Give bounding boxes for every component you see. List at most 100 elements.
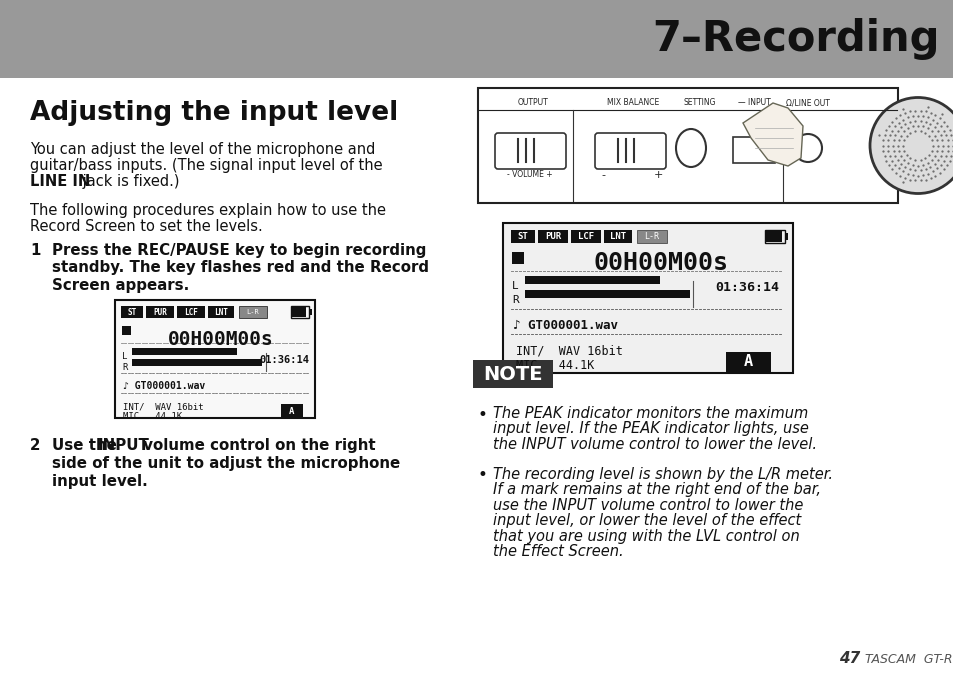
Bar [473,360,553,388]
Text: LINE IN: LINE IN [30,174,91,189]
Text: NOTE: NOTE [483,364,542,383]
Text: 00H00M00s: 00H00M00s [168,331,274,349]
Text: 1: 1 [30,243,40,258]
Bar [177,307,205,318]
Text: SETTING: SETTING [683,98,716,107]
Bar [208,307,233,318]
Text: A: A [289,407,294,416]
Bar [502,223,792,373]
Text: L: L [512,281,518,291]
Text: volume control on the right: volume control on the right [138,438,375,453]
Bar [764,230,784,243]
Text: LCF: LCF [184,308,197,317]
Text: +: + [653,170,662,180]
Text: standby. The key flashes red and the Record: standby. The key flashes red and the Rec… [52,261,429,275]
Text: Adjusting the input level: Adjusting the input level [30,100,397,126]
Bar [512,252,523,264]
Text: 00H00M00s: 00H00M00s [593,251,728,275]
Bar [309,309,312,316]
Bar [603,230,631,243]
Text: ♪ GT000001.wav: ♪ GT000001.wav [513,319,618,332]
Text: — INPUT: — INPUT [738,98,770,107]
Bar [765,231,781,242]
Text: jack is fixed.): jack is fixed.) [78,174,179,189]
Text: L: L [122,353,128,362]
Text: 01:36:14: 01:36:14 [714,281,779,294]
Polygon shape [742,103,802,166]
Text: The recording level is shown by the L/R meter.: The recording level is shown by the L/R … [493,466,832,482]
Text: 2: 2 [30,438,40,453]
Text: the Effect Screen.: the Effect Screen. [493,544,623,559]
Bar [291,307,309,318]
FancyBboxPatch shape [595,133,665,169]
Text: ♪ GT000001.wav: ♪ GT000001.wav [123,381,205,392]
Text: that you are using with the LVL control on: that you are using with the LVL control … [493,528,799,543]
Text: MIX BALANCE: MIX BALANCE [606,98,659,107]
Text: •: • [477,466,487,484]
Bar [239,307,267,318]
Text: input level. If the PEAK indicator lights, use: input level. If the PEAK indicator light… [493,421,808,436]
Text: input level.: input level. [52,473,148,488]
Text: The following procedures explain how to use the: The following procedures explain how to … [30,203,386,217]
Text: TASCAM  GT-R1: TASCAM GT-R1 [864,653,953,666]
Circle shape [869,97,953,193]
Text: MIC   44.1K: MIC 44.1K [516,359,594,372]
Text: input level, or lower the level of the effect: input level, or lower the level of the e… [493,513,801,528]
Text: Screen appears.: Screen appears. [52,278,189,293]
Bar [121,307,143,318]
Circle shape [793,134,821,162]
Bar [122,327,131,335]
Bar [0,0,953,78]
Text: Press the REC/PAUSE key to begin recording: Press the REC/PAUSE key to begin recordi… [52,243,426,258]
Bar [725,352,770,372]
Bar [477,88,897,203]
Text: PUR: PUR [152,308,167,317]
Bar [146,307,173,318]
Text: You can adjust the level of the microphone and: You can adjust the level of the micropho… [30,142,375,157]
Text: Record Screen to set the levels.: Record Screen to set the levels. [30,219,262,234]
Bar [524,276,659,284]
Bar [281,405,303,417]
Text: 01:36:14: 01:36:14 [258,355,309,366]
Text: •: • [477,406,487,424]
Bar [132,348,236,355]
Text: LCF: LCF [578,232,594,241]
Text: R: R [512,295,518,305]
Text: PUR: PUR [544,232,560,241]
Text: Ω/LINE OUT: Ω/LINE OUT [785,98,829,107]
Text: the INPUT volume control to lower the level.: the INPUT volume control to lower the le… [493,437,816,452]
Text: MIC   44.1K: MIC 44.1K [123,412,182,421]
Text: INT/  WAV 16bit: INT/ WAV 16bit [123,403,203,412]
Text: L-R: L-R [644,232,659,241]
Ellipse shape [676,129,705,167]
Text: ST: ST [128,308,136,317]
Bar [292,307,306,318]
Text: INPUT: INPUT [98,438,150,453]
Text: R: R [122,364,128,372]
Text: A: A [742,355,752,370]
Bar [132,359,262,366]
Text: LNT: LNT [213,308,228,317]
Bar [524,290,689,298]
Text: 47: 47 [838,651,859,666]
Text: - VOLUME +: - VOLUME + [507,170,552,179]
Text: LNT: LNT [609,232,625,241]
Bar [784,233,787,240]
Text: ST: ST [517,232,528,241]
Bar [732,137,774,163]
Text: -: - [600,170,604,180]
FancyBboxPatch shape [495,133,565,169]
Bar [571,230,600,243]
Bar [637,230,666,243]
Text: 7–Recording: 7–Recording [652,18,939,60]
Text: guitar/bass inputs. (The signal input level of the: guitar/bass inputs. (The signal input le… [30,158,382,173]
Text: OUTPUT: OUTPUT [517,98,548,107]
Text: The PEAK indicator monitors the maximum: The PEAK indicator monitors the maximum [493,406,807,421]
Bar [115,300,314,418]
Bar [537,230,567,243]
Text: INT/  WAV 16bit: INT/ WAV 16bit [516,344,622,357]
Text: side of the unit to adjust the microphone: side of the unit to adjust the microphon… [52,456,400,471]
Text: Use the: Use the [52,438,122,453]
Text: L-R: L-R [247,309,259,316]
Bar [511,230,535,243]
